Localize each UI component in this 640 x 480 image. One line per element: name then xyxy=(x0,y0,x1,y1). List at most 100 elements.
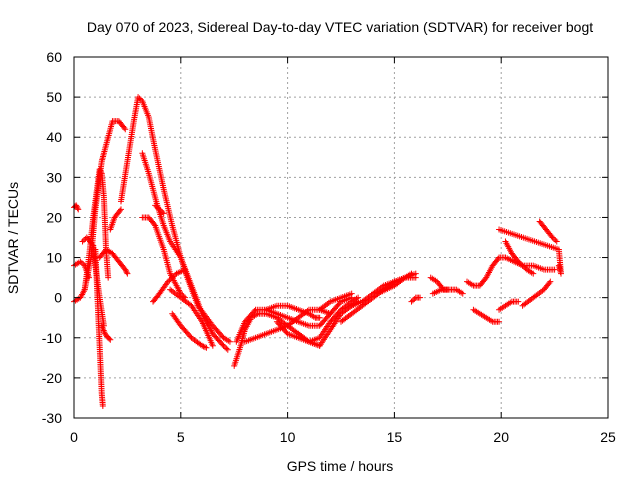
data-point xyxy=(166,277,173,284)
data-point xyxy=(408,298,415,305)
series-arc-f xyxy=(79,234,107,329)
data-point xyxy=(164,278,171,285)
data-point xyxy=(167,275,174,282)
data-point xyxy=(75,206,82,213)
series-arc-z xyxy=(374,270,419,297)
data-point xyxy=(121,124,128,131)
data-point xyxy=(77,258,84,265)
series-arc-l xyxy=(139,214,189,301)
series-arc-ac xyxy=(429,286,451,297)
data-point xyxy=(157,207,164,214)
data-point xyxy=(412,270,419,277)
data-point xyxy=(549,234,556,241)
data-point xyxy=(137,96,144,103)
data-point xyxy=(160,210,167,217)
data-point xyxy=(546,279,553,286)
data-point xyxy=(78,259,85,266)
data-point xyxy=(156,206,163,213)
x-tick-label: 25 xyxy=(600,429,616,445)
data-point xyxy=(551,266,558,273)
y-tick-label: -20 xyxy=(42,370,62,386)
data-point xyxy=(99,402,106,409)
data-point xyxy=(116,207,123,214)
x-tick-label: 10 xyxy=(280,429,296,445)
data-point xyxy=(106,335,113,342)
series-arc-p xyxy=(169,310,210,351)
data-point xyxy=(555,262,562,269)
data-point xyxy=(79,238,86,245)
series-arc-i xyxy=(107,206,124,233)
series-arc-ad xyxy=(464,254,526,289)
y-tick-label: 60 xyxy=(46,49,62,65)
data-point xyxy=(105,274,112,281)
data-point xyxy=(123,269,130,276)
series-arc-o xyxy=(167,286,216,349)
series-arc-af xyxy=(496,298,522,313)
data-point xyxy=(199,342,206,349)
series-arc-d xyxy=(81,166,112,293)
data-point xyxy=(444,286,451,293)
data-point xyxy=(151,221,158,228)
y-tick-label: 50 xyxy=(46,89,62,105)
data-point xyxy=(516,259,523,266)
data-point xyxy=(224,346,231,353)
data-point xyxy=(117,206,124,213)
data-point xyxy=(226,338,233,345)
data-point xyxy=(96,166,103,173)
data-point xyxy=(223,345,230,352)
data-point xyxy=(553,238,560,245)
data-point xyxy=(552,237,559,244)
data-point xyxy=(220,342,227,349)
data-point xyxy=(182,266,189,273)
series-arc-ae xyxy=(470,306,503,325)
x-tick-label: 0 xyxy=(70,429,78,445)
grid-lines xyxy=(74,57,608,418)
data-point xyxy=(136,95,143,102)
series-arc-ai xyxy=(519,278,554,309)
data-point xyxy=(219,341,226,348)
data-point xyxy=(550,235,557,242)
y-tick-label: 0 xyxy=(54,290,62,306)
data-point xyxy=(515,258,522,265)
data-point xyxy=(496,318,503,325)
data-point xyxy=(124,270,131,277)
data-point xyxy=(107,336,114,343)
data-point xyxy=(530,270,537,277)
series-arc-ak xyxy=(496,226,565,277)
data-point xyxy=(327,310,334,317)
data-point xyxy=(122,267,129,274)
data-point xyxy=(122,126,129,133)
data-point xyxy=(74,205,81,212)
y-axis-label: SDTVAR / TECUs xyxy=(5,182,21,294)
data-point xyxy=(411,296,418,303)
data-point xyxy=(482,275,489,282)
chart-title: Day 070 of 2023, Sidereal Day-to-day VTE… xyxy=(87,19,593,35)
series-arc-g xyxy=(96,246,131,277)
data-point xyxy=(494,255,501,262)
data-point xyxy=(85,274,92,281)
data-point xyxy=(172,271,179,278)
data-point xyxy=(153,203,160,210)
plot-border xyxy=(73,56,609,419)
data-point xyxy=(202,344,209,351)
x-axis-label: GPS time / hours xyxy=(287,458,394,474)
axis-ticks: 0 5 10 15 20 25 -30 -20 -10 0 10 20 30 40 50 60 xyxy=(42,49,616,445)
data-points xyxy=(71,94,565,409)
series-arc-w xyxy=(316,290,355,313)
data-point xyxy=(73,203,80,210)
data-point xyxy=(98,168,105,175)
data-point xyxy=(155,205,162,212)
y-tick-label: -30 xyxy=(42,410,62,426)
data-point xyxy=(209,342,216,349)
x-tick-label: 5 xyxy=(177,429,185,445)
y-tick-label: -10 xyxy=(42,330,62,346)
data-point xyxy=(152,202,159,209)
y-tick-label: 10 xyxy=(46,250,62,266)
data-point xyxy=(170,273,177,280)
data-point xyxy=(409,297,416,304)
series-arc-k xyxy=(139,150,233,345)
data-point xyxy=(169,274,176,281)
series-arc-aa xyxy=(408,294,424,305)
data-point xyxy=(159,209,166,216)
